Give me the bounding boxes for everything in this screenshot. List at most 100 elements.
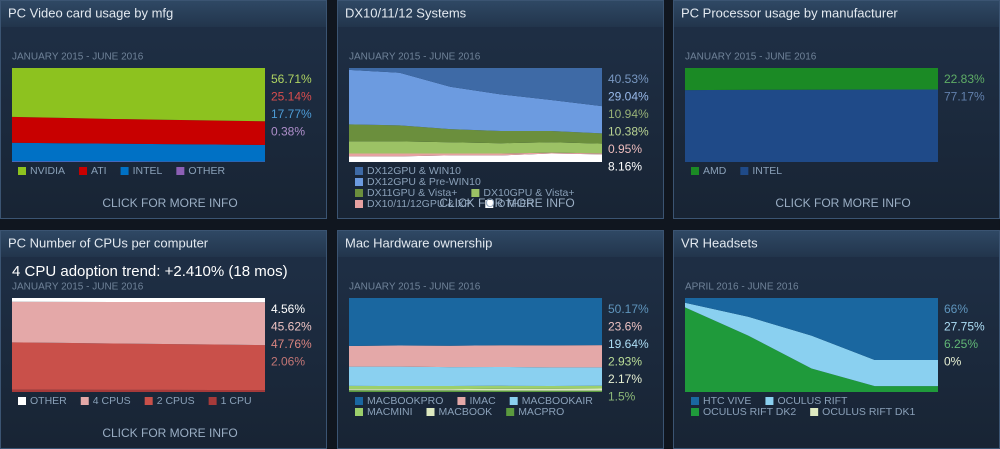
legend-swatch bbox=[506, 408, 515, 416]
legend-label: OCULUS RIFT bbox=[777, 395, 848, 407]
legend-swatch bbox=[355, 189, 363, 197]
legend-swatch bbox=[355, 178, 363, 186]
legend-label: MACMINI bbox=[367, 406, 413, 418]
legend-label: NVIDIA bbox=[30, 165, 65, 177]
area bbox=[12, 301, 265, 346]
legend-swatch bbox=[457, 397, 466, 405]
subtitle: JANUARY 2015 - JUNE 2016 bbox=[12, 52, 144, 63]
panel-header bbox=[674, 231, 999, 257]
legend-label: 1 CPU bbox=[221, 395, 252, 407]
legend-swatch bbox=[79, 167, 88, 175]
panel-header bbox=[338, 231, 663, 257]
value-label: 2.17% bbox=[608, 372, 642, 386]
panel-title: VR Headsets bbox=[681, 235, 758, 250]
value-label: 22.83% bbox=[944, 72, 985, 86]
legend-swatch bbox=[740, 167, 749, 175]
legend-label: ATI bbox=[91, 165, 107, 177]
value-label: 25.14% bbox=[271, 90, 312, 104]
area bbox=[349, 366, 602, 386]
value-label: 2.93% bbox=[608, 355, 642, 369]
value-label: 23.6% bbox=[608, 320, 642, 334]
legend-swatch bbox=[471, 189, 480, 197]
value-label: 66% bbox=[944, 302, 968, 316]
value-label: 8.16% bbox=[608, 160, 642, 174]
area bbox=[349, 141, 602, 154]
legend-label: HTC VIVE bbox=[703, 395, 751, 407]
area bbox=[12, 142, 265, 162]
area bbox=[349, 152, 602, 157]
legend-label: DX12GPU & WIN10 bbox=[367, 165, 461, 177]
legend-swatch bbox=[18, 397, 26, 405]
legend-swatch bbox=[509, 397, 518, 405]
legend-swatch bbox=[355, 200, 363, 208]
legend-swatch bbox=[810, 408, 819, 416]
panel-title: Mac Hardware ownership bbox=[345, 235, 492, 250]
value-label: 2.06% bbox=[271, 355, 305, 369]
legend-label: MACBOOK bbox=[439, 406, 493, 418]
subtitle: JANUARY 2015 - JUNE 2016 bbox=[349, 282, 481, 293]
legend-swatch bbox=[176, 167, 185, 175]
legend-swatch bbox=[691, 167, 699, 175]
panel-title: DX10/11/12 Systems bbox=[345, 5, 467, 20]
subtitle: JANUARY 2015 - JUNE 2016 bbox=[12, 282, 144, 293]
legend-swatch bbox=[765, 397, 774, 405]
subtitle: JANUARY 2015 - JUNE 2016 bbox=[349, 52, 481, 63]
more-info-link[interactable]: CLICK FOR MORE INFO bbox=[775, 196, 910, 210]
legend-swatch bbox=[355, 397, 363, 405]
value-label: 27.75% bbox=[944, 320, 985, 334]
legend-label: OTHER bbox=[188, 165, 225, 177]
value-label: 17.77% bbox=[271, 107, 312, 121]
value-label: 6.25% bbox=[944, 337, 978, 351]
area bbox=[349, 388, 602, 391]
value-label: 1.5% bbox=[608, 390, 636, 404]
panel-title: PC Number of CPUs per computer bbox=[8, 235, 209, 250]
panel-title: PC Video card usage by mfg bbox=[8, 5, 173, 20]
area bbox=[349, 297, 602, 346]
value-label: 0.38% bbox=[271, 125, 305, 139]
more-info-link[interactable]: CLICK FOR MORE INFO bbox=[102, 426, 237, 440]
area bbox=[685, 307, 938, 392]
legend-swatch bbox=[355, 408, 363, 416]
legend-label: MACBOOKPRO bbox=[367, 395, 443, 407]
area bbox=[12, 68, 265, 122]
legend-swatch bbox=[80, 397, 89, 405]
area bbox=[685, 89, 938, 162]
area bbox=[349, 69, 602, 134]
value-label: 50.17% bbox=[608, 302, 649, 316]
subtitle: APRIL 2016 - JUNE 2016 bbox=[685, 282, 799, 293]
area bbox=[12, 389, 265, 392]
legend-label: OCULUS RIFT DK2 bbox=[703, 406, 796, 418]
panel-header bbox=[338, 1, 663, 27]
value-label: 4.56% bbox=[271, 302, 305, 316]
legend-label: 2 CPUS bbox=[157, 395, 195, 407]
area bbox=[349, 124, 602, 144]
panel-header bbox=[1, 231, 326, 257]
legend-label: OTHER bbox=[30, 395, 67, 407]
legend-swatch bbox=[208, 397, 217, 405]
area bbox=[349, 345, 602, 368]
area bbox=[685, 302, 938, 387]
value-label: 19.64% bbox=[608, 337, 649, 351]
legend-label: INTEL bbox=[752, 165, 782, 177]
annotation: 4 CPU adoption trend: +2.410% (18 mos) bbox=[12, 263, 288, 280]
legend-label: AMD bbox=[703, 165, 727, 177]
subtitle: JANUARY 2015 - JUNE 2016 bbox=[685, 52, 817, 63]
area bbox=[349, 153, 602, 162]
legend-swatch bbox=[691, 397, 699, 405]
value-label: 40.53% bbox=[608, 72, 649, 86]
legend-label: IMAC bbox=[469, 395, 496, 407]
value-label: 29.04% bbox=[608, 90, 649, 104]
legend-label: DX10/11/12GPU & XP bbox=[367, 198, 471, 210]
legend-label: MACPRO bbox=[518, 406, 564, 418]
more-info-link[interactable]: CLICK FOR MORE INFO bbox=[102, 196, 237, 210]
value-label: 10.94% bbox=[608, 107, 649, 121]
more-info-link[interactable]: CLICK FOR MORE INFO bbox=[439, 196, 574, 210]
value-label: 56.71% bbox=[271, 72, 312, 86]
legend-swatch bbox=[426, 408, 435, 416]
legend-label: 4 CPUS bbox=[93, 395, 131, 407]
value-label: 10.38% bbox=[608, 125, 649, 139]
value-label: 0% bbox=[944, 355, 962, 369]
legend-swatch bbox=[485, 200, 494, 208]
area bbox=[349, 390, 602, 392]
